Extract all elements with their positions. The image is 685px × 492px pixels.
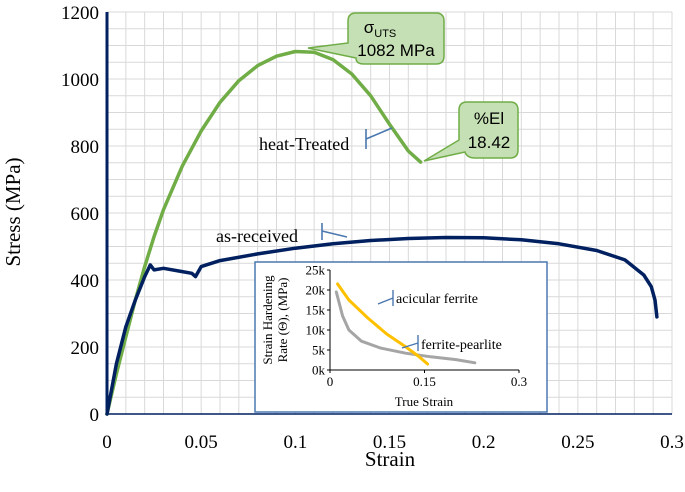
y-tick-label: 1000 [61, 70, 99, 91]
x-tick-label: 0.3 [660, 432, 684, 453]
heat-treated-leader [365, 127, 393, 149]
inset-y-tick-label: 20k [306, 283, 326, 298]
y-tick-label: 600 [71, 204, 100, 225]
inset-x-tick-label: 0.3 [511, 374, 527, 389]
elongation-callout-label: %El [474, 109, 504, 128]
uts-subscript: UTS [374, 28, 396, 40]
uts-callout-symbol: σUTS [364, 18, 397, 40]
elongation-callout-box [423, 101, 519, 162]
series-labels: heat-Treated as-received [216, 127, 393, 246]
as-received-label: as-received [216, 226, 298, 246]
y-tick-label: 200 [71, 338, 100, 359]
inset-x-tick-label: 0.15 [413, 374, 436, 389]
elongation-callout-value: 18.42 [468, 133, 511, 152]
x-tick-label: 0.2 [472, 432, 496, 453]
main-tick-labels: 0 200 400 600 800 1000 1200 0 0.05 0.1 0.15 0.2 0.25… [61, 3, 684, 453]
ferrite-pearlite-label: ferrite-pearlite [421, 338, 502, 353]
x-tick-label: 0.1 [283, 432, 307, 453]
ferrite-pearlite-line [334, 290, 477, 365]
acicular-ferrite-line [336, 282, 430, 366]
inset-chart: 0k 5k 10k 15k 20k 25k 0 0.15 0.3 True Strain Strai… [254, 261, 548, 413]
y-tick-label: 800 [71, 137, 100, 158]
as-received-leader [321, 223, 348, 240]
x-tick-label: 0.05 [185, 432, 218, 453]
uts-callout-box [307, 12, 445, 65]
inset-y-tick-label: 15k [306, 303, 326, 318]
main-axes [105, 12, 672, 415]
y-tick-label: 400 [71, 271, 100, 292]
inset-y-tick-label: 25k [306, 263, 326, 278]
x-axis-title: Strain [365, 447, 416, 471]
x-tick-label: 0.25 [561, 432, 594, 453]
main-series [105, 49, 659, 416]
y-tick-label: 1200 [61, 3, 99, 24]
inset-x-tick-label: 0 [327, 374, 334, 389]
uts-callout-value: 1082 MPa [357, 41, 435, 60]
x-tick-label: 0.15 [373, 432, 406, 453]
ferrite-pearlite-leader [401, 335, 419, 351]
inset-y-axis-title-line2: Rate (Θ), (MPa) [275, 278, 290, 363]
inset-y-axis-title-line1: Strain Hardening [260, 275, 275, 365]
inset-y-tick-label: 5k [312, 343, 326, 358]
uts-symbol: σ [364, 18, 375, 37]
inset-x-axis-title: True Strain [395, 394, 454, 409]
elongation-callout: %El 18.42 [423, 101, 519, 162]
heat-treated-label: heat-Treated [259, 134, 349, 154]
x-tick-label: 0 [102, 432, 112, 453]
acicular-ferrite-leader [377, 290, 394, 306]
inset-y-tick-label: 0k [312, 363, 326, 378]
y-tick-label: 0 [90, 405, 100, 426]
acicular-ferrite-label: acicular ferrite [396, 292, 478, 307]
as-received-line [105, 235, 659, 416]
inset-y-tick-label: 10k [306, 323, 326, 338]
inset-frame [254, 261, 548, 413]
y-axis-title: Stress (MPa) [1, 157, 25, 266]
